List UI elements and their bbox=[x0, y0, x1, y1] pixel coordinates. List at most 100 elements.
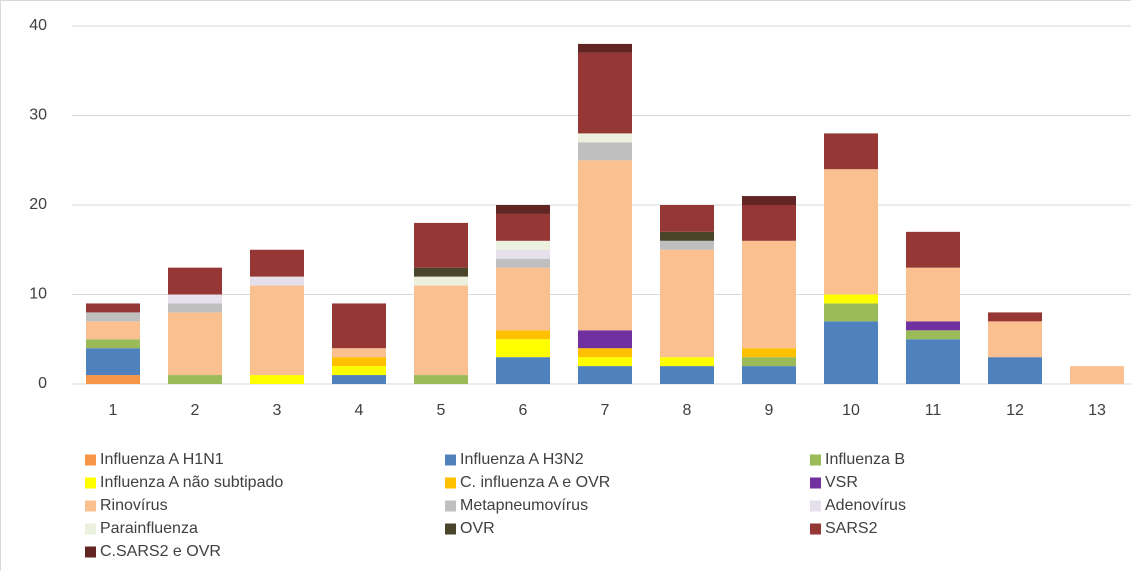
y-tick-label: 20 bbox=[29, 196, 47, 213]
bar-segment bbox=[578, 133, 632, 143]
legend-label: OVR bbox=[460, 520, 495, 537]
bar-segment bbox=[86, 339, 140, 349]
x-tick-label: 2 bbox=[191, 402, 200, 419]
bar-segment bbox=[168, 267, 222, 295]
x-tick-label: 12 bbox=[1006, 402, 1024, 419]
bar-segment bbox=[988, 312, 1042, 322]
x-tick-label: 4 bbox=[355, 402, 364, 419]
bar-segment bbox=[660, 240, 714, 250]
bar-segment bbox=[168, 312, 222, 376]
y-tick-label: 40 bbox=[29, 17, 47, 34]
x-tick-label: 3 bbox=[273, 402, 282, 419]
bar-segment bbox=[824, 321, 878, 384]
legend-swatch bbox=[85, 546, 96, 558]
bar-segment bbox=[496, 240, 550, 250]
bar-segment bbox=[660, 205, 714, 232]
bar-segment bbox=[250, 285, 304, 376]
bar-segment bbox=[496, 357, 550, 384]
x-tick-label: 5 bbox=[437, 402, 446, 419]
bar-segment bbox=[1070, 366, 1124, 384]
bar-segment bbox=[86, 312, 140, 322]
legend-label: Metapneumovírus bbox=[460, 497, 588, 514]
bar-segment bbox=[988, 357, 1042, 384]
legend-swatch bbox=[85, 454, 96, 466]
bar-segment bbox=[414, 222, 468, 268]
bar-segment bbox=[250, 276, 304, 286]
bar-segment bbox=[250, 375, 304, 384]
bar-segment bbox=[332, 366, 386, 376]
bar-segment bbox=[496, 249, 550, 259]
legend-swatch bbox=[445, 500, 456, 512]
bar-segment bbox=[742, 357, 796, 367]
bar-segment bbox=[824, 133, 878, 170]
y-tick-label: 0 bbox=[38, 375, 47, 392]
x-tick-label: 11 bbox=[925, 402, 942, 419]
bar-segment bbox=[168, 303, 222, 313]
bar-segment bbox=[824, 169, 878, 295]
x-tick-label: 9 bbox=[765, 402, 774, 419]
bar-segment bbox=[578, 348, 632, 358]
bar-segment bbox=[906, 231, 960, 268]
legend-label: C.SARS2 e OVR bbox=[100, 543, 221, 560]
bar-segment bbox=[660, 231, 714, 241]
x-tick-label: 1 bbox=[109, 402, 118, 419]
y-tick-label: 30 bbox=[29, 107, 47, 124]
bar-segment bbox=[578, 43, 632, 53]
bar-segment bbox=[578, 357, 632, 367]
legend-swatch bbox=[85, 523, 96, 535]
bar-segment bbox=[578, 142, 632, 161]
legend-label: Adenovírus bbox=[825, 497, 906, 514]
legend-swatch bbox=[445, 454, 456, 466]
bar-segment bbox=[742, 366, 796, 384]
bar-segment bbox=[824, 294, 878, 304]
x-tick-label: 10 bbox=[842, 402, 860, 419]
bar-segment bbox=[168, 294, 222, 304]
bar-segment bbox=[414, 285, 468, 376]
bar-segment bbox=[742, 196, 796, 205]
bar-segment bbox=[906, 321, 960, 331]
bar-segment bbox=[660, 366, 714, 384]
legend-swatch bbox=[810, 500, 821, 512]
bar-segment bbox=[906, 330, 960, 340]
legend-label: SARS2 bbox=[825, 520, 878, 537]
bar-segment bbox=[496, 339, 550, 358]
bar-segment bbox=[742, 240, 796, 349]
bar-segment bbox=[86, 348, 140, 376]
legend-swatch bbox=[85, 500, 96, 512]
bar-segment bbox=[332, 303, 386, 349]
bar-segment bbox=[578, 160, 632, 331]
x-tick-label: 7 bbox=[601, 402, 610, 419]
bar-segment bbox=[660, 357, 714, 367]
bar-segment bbox=[988, 321, 1042, 358]
x-tick-label: 8 bbox=[683, 402, 692, 419]
bar-segment bbox=[578, 366, 632, 384]
y-tick-label: 10 bbox=[29, 286, 47, 303]
bar-segment bbox=[332, 348, 386, 358]
legend-label: Influenza A H1N1 bbox=[100, 451, 224, 468]
bar-segment bbox=[86, 375, 140, 384]
bar-segment bbox=[332, 357, 386, 367]
bar-segment bbox=[250, 249, 304, 277]
bar-segment bbox=[578, 52, 632, 134]
bar-segment bbox=[414, 375, 468, 384]
legend-swatch bbox=[810, 454, 821, 466]
bar-segment bbox=[496, 330, 550, 340]
legend-label: Parainfluenza bbox=[100, 520, 198, 537]
legend-swatch bbox=[445, 523, 456, 535]
bar-segment bbox=[496, 205, 550, 214]
bar-segment bbox=[168, 375, 222, 384]
legend-swatch bbox=[85, 477, 96, 489]
legend-label: Rinovírus bbox=[100, 497, 168, 514]
bar-segment bbox=[496, 213, 550, 241]
bar-segment bbox=[906, 267, 960, 322]
bar-segment bbox=[414, 267, 468, 277]
bar-segment bbox=[414, 276, 468, 286]
x-tick-label: 13 bbox=[1088, 402, 1106, 419]
bar-segment bbox=[742, 205, 796, 241]
bar-segment bbox=[660, 249, 714, 358]
bar-segment bbox=[332, 375, 386, 384]
legend-label: Influenza B bbox=[825, 451, 905, 468]
